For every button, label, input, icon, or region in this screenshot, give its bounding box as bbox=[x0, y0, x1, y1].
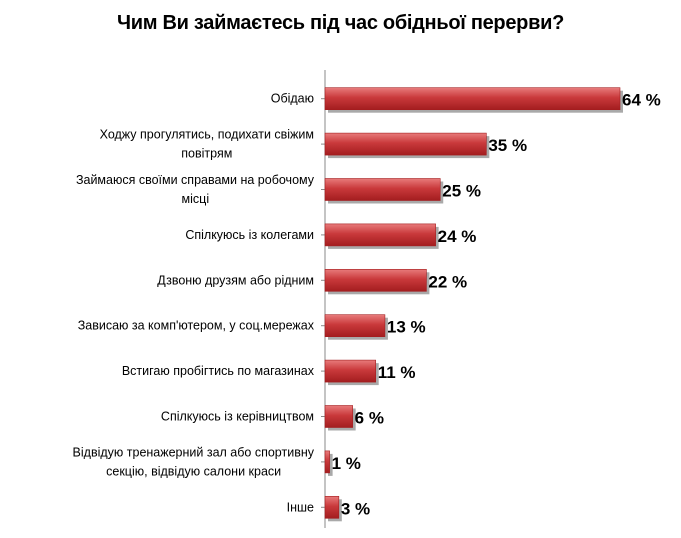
bar bbox=[324, 223, 436, 247]
category-label: Спілкуюсь із колегами bbox=[185, 228, 314, 242]
chart-title: Чим Ви займаєтесь під час обідньої перер… bbox=[117, 12, 564, 34]
bar bbox=[324, 450, 330, 474]
data-label: 6 % bbox=[355, 409, 384, 428]
data-label: 1 % bbox=[332, 454, 361, 473]
data-label: 11 % bbox=[378, 363, 416, 382]
category-label: Спілкуюсь із керівництвом bbox=[161, 410, 314, 424]
category-label: місці bbox=[182, 192, 210, 206]
category-label: повітрям bbox=[181, 147, 232, 161]
data-label: 35 % bbox=[488, 136, 527, 155]
category-label: Встигаю пробігтись по магазинах bbox=[122, 364, 315, 378]
data-label: 22 % bbox=[428, 272, 467, 291]
category-label: Зависаю за комп'ютером, у соц.мережах bbox=[78, 319, 315, 333]
bar bbox=[324, 359, 377, 383]
category-label: Дзвоню друзям або рідним bbox=[157, 273, 314, 287]
data-label: 64 % bbox=[622, 91, 661, 110]
bar bbox=[324, 87, 621, 110]
category-label: Обідаю bbox=[271, 92, 314, 106]
bar bbox=[324, 314, 386, 338]
bar bbox=[324, 178, 441, 201]
data-label: 3 % bbox=[341, 499, 370, 518]
bar bbox=[324, 405, 353, 428]
bar bbox=[324, 268, 427, 292]
data-label: 24 % bbox=[438, 227, 477, 246]
bar bbox=[324, 132, 487, 156]
data-label: 13 % bbox=[387, 318, 426, 337]
category-label: Ходжу прогулятись, подихати свіжим bbox=[100, 128, 314, 142]
bar-shadow bbox=[328, 453, 333, 476]
category-label: Займаюся своїми справами на робочому bbox=[76, 173, 315, 187]
bar bbox=[324, 495, 340, 519]
category-label: Інше bbox=[287, 500, 314, 514]
category-label: Відвідую тренажерний зал або спортивну bbox=[73, 445, 315, 459]
data-label: 25 % bbox=[442, 182, 481, 201]
category-label: секцію, відвідую салони краси bbox=[106, 464, 281, 478]
